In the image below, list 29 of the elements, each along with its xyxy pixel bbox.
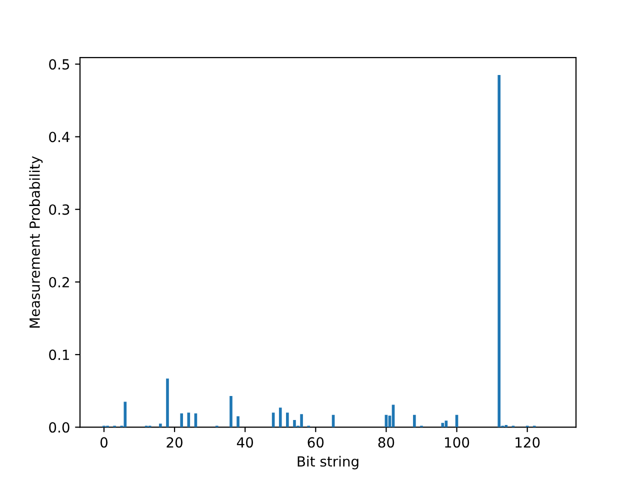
x-tick-label: 120 (516, 437, 540, 448)
y-tick-label: 0.1 (49, 350, 69, 360)
bar (498, 75, 501, 428)
bar (187, 412, 190, 428)
bar (124, 402, 127, 428)
bar (236, 416, 240, 428)
x-tick-label: 40 (236, 437, 254, 448)
bar (441, 422, 444, 428)
bar (230, 396, 232, 428)
x-tick-label: 0 (100, 437, 108, 448)
bar (413, 414, 416, 428)
bar (300, 414, 303, 428)
x-tick-label: 100 (445, 437, 470, 448)
y-tick-label: 0.3 (49, 204, 70, 215)
bar (278, 408, 282, 428)
y-tick-label: 0.0 (49, 422, 70, 433)
bar (166, 378, 169, 428)
bar (286, 412, 289, 428)
y-tick-label: 0.4 (49, 132, 70, 142)
bar (293, 420, 296, 428)
y-axis-title: Measurement Probability (29, 156, 43, 328)
x-tick-label: 20 (166, 437, 182, 448)
x-tick-label: 60 (308, 437, 324, 448)
bar (159, 424, 162, 428)
x-axis-title: Bit string (298, 456, 358, 470)
y-tick-label: 0.5 (49, 59, 70, 70)
y-tick-label: 0.2 (49, 276, 69, 288)
x-tick-label: 80 (378, 437, 394, 448)
bar (180, 413, 184, 428)
